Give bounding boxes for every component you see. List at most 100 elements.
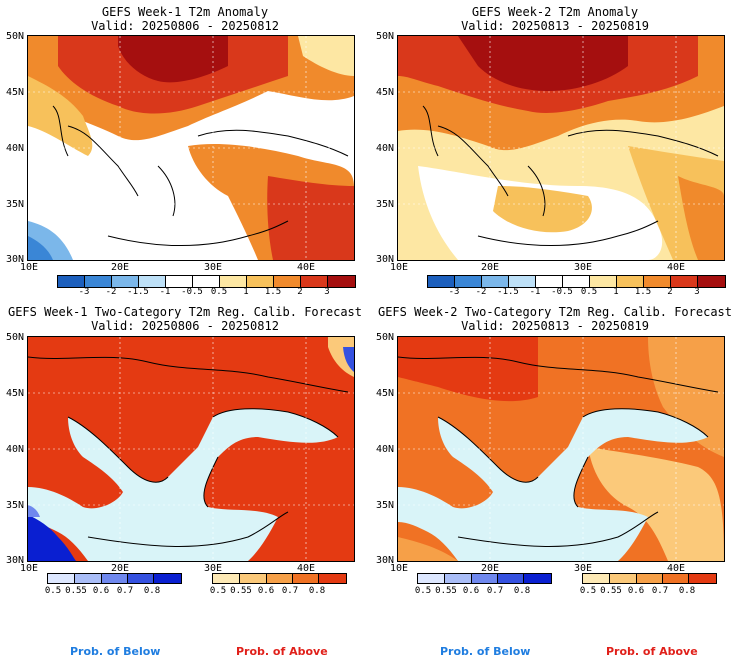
- anomaly-colorbar: [57, 275, 356, 288]
- lon-label: 30E: [203, 563, 223, 574]
- colorbar-label: 2: [297, 287, 303, 297]
- below-colorbar: [417, 573, 552, 584]
- prob-below-label: Prob. of Below: [440, 645, 531, 658]
- lat-label: 45N: [375, 87, 394, 98]
- below-colorbar: [47, 573, 182, 584]
- lat-label: 50N: [5, 332, 24, 343]
- below-colorbar-label: 0.55: [435, 586, 457, 596]
- panel-title: GEFS Week-2 T2m Anomaly: [471, 5, 639, 19]
- below-colorbar-label: 0.7: [116, 586, 134, 596]
- lat-label: 50N: [375, 31, 394, 42]
- colorbar-label: 0.5: [580, 287, 598, 297]
- lat-label: 40N: [5, 143, 24, 154]
- panel-week2-anomaly: GEFS Week-2 T2m Anomaly Valid: 20250813 …: [370, 0, 740, 300]
- lat-label: 50N: [375, 332, 394, 343]
- colorbar-label: 1: [243, 287, 249, 297]
- colorbar-label: 1.5: [634, 287, 652, 297]
- anomaly-field: [28, 36, 354, 260]
- lon-label: 40E: [296, 262, 316, 273]
- lon-label: 40E: [666, 563, 686, 574]
- panel-title: GEFS Week-2 Two-Category T2m Reg. Calib.…: [377, 305, 732, 319]
- lat-label: 40N: [5, 444, 24, 455]
- below-colorbar-label: 0.6: [92, 586, 110, 596]
- above-colorbar-label: 0.55: [230, 586, 252, 596]
- lat-label: 35N: [375, 500, 394, 511]
- lat-label: 30N: [5, 254, 24, 265]
- colorbar-label: 3: [324, 287, 330, 297]
- lat-label: 30N: [5, 555, 24, 566]
- panel-valid-dates: Valid: 20250813 - 20250819: [461, 19, 649, 33]
- lat-label: 35N: [5, 199, 24, 210]
- below-colorbar-label: 0.55: [65, 586, 87, 596]
- probability-field: [28, 337, 354, 561]
- lon-label: 10E: [19, 262, 39, 273]
- panel-week1-anomaly: GEFS Week-1 T2m Anomaly Valid: 20250806 …: [0, 0, 370, 300]
- lon-label: 20E: [110, 262, 130, 273]
- anomaly-field: [398, 36, 724, 260]
- lon-label: 10E: [19, 563, 39, 574]
- lon-label: 40E: [296, 563, 316, 574]
- lon-label: 20E: [110, 563, 130, 574]
- anomaly-map: [397, 35, 725, 261]
- above-colorbar-label: 0.5: [209, 586, 227, 596]
- lat-label: 50N: [5, 31, 24, 42]
- lon-label: 10E: [389, 262, 409, 273]
- colorbar-label: -0.5: [551, 287, 573, 297]
- lat-label: 35N: [5, 500, 24, 511]
- probability-map: [397, 336, 725, 562]
- below-colorbar-label: 0.7: [486, 586, 504, 596]
- colorbar-label: 1.5: [264, 287, 282, 297]
- below-colorbar-label: 0.8: [513, 586, 531, 596]
- below-colorbar-label: 0.8: [143, 586, 161, 596]
- panel-week2-two-category: GEFS Week-2 Two-Category T2m Reg. Calib.…: [370, 300, 740, 662]
- lon-label: 30E: [203, 262, 223, 273]
- above-colorbar-label: 0.7: [281, 586, 299, 596]
- lon-label: 30E: [573, 563, 593, 574]
- lat-label: 40N: [375, 143, 394, 154]
- probability-field: [398, 337, 724, 561]
- above-colorbar: [582, 573, 717, 584]
- lat-label: 30N: [375, 254, 394, 265]
- below-colorbar-label: 0.5: [44, 586, 62, 596]
- panel-week1-two-category: GEFS Week-1 Two-Category T2m Reg. Calib.…: [0, 300, 370, 662]
- colorbar-label: -0.5: [181, 287, 203, 297]
- panel-valid-dates: Valid: 20250806 - 20250812: [91, 19, 279, 33]
- lat-label: 30N: [375, 555, 394, 566]
- below-colorbar-label: 0.6: [462, 586, 480, 596]
- anomaly-map: [27, 35, 355, 261]
- below-colorbar-label: 0.5: [414, 586, 432, 596]
- colorbar-label: -1.5: [497, 287, 519, 297]
- probability-map: [27, 336, 355, 562]
- above-colorbar-label: 0.55: [600, 586, 622, 596]
- lat-label: 40N: [375, 444, 394, 455]
- colorbar-label: -3: [78, 287, 90, 297]
- colorbar-label: -1: [159, 287, 171, 297]
- panel-valid-dates: Valid: 20250806 - 20250812: [91, 319, 279, 333]
- prob-above-label: Prob. of Above: [606, 645, 698, 658]
- lat-label: 45N: [5, 87, 24, 98]
- colorbar-label: -1: [529, 287, 541, 297]
- colorbar-label: -1.5: [127, 287, 149, 297]
- prob-below-label: Prob. of Below: [70, 645, 161, 658]
- lat-label: 35N: [375, 199, 394, 210]
- lon-label: 20E: [480, 262, 500, 273]
- colorbar-label: 2: [667, 287, 673, 297]
- above-colorbar-label: 0.6: [257, 586, 275, 596]
- colorbar-label: -2: [105, 287, 117, 297]
- lon-label: 10E: [389, 563, 409, 574]
- lat-label: 45N: [375, 388, 394, 399]
- colorbar-label: 1: [613, 287, 619, 297]
- anomaly-colorbar: [427, 275, 726, 288]
- panel-valid-dates: Valid: 20250813 - 20250819: [461, 319, 649, 333]
- panel-title: GEFS Week-1 Two-Category T2m Reg. Calib.…: [7, 305, 362, 319]
- lon-label: 20E: [480, 563, 500, 574]
- lon-label: 30E: [573, 262, 593, 273]
- panel-title: GEFS Week-1 T2m Anomaly: [101, 5, 269, 19]
- prob-above-label: Prob. of Above: [236, 645, 328, 658]
- above-colorbar: [212, 573, 347, 584]
- above-colorbar-label: 0.8: [678, 586, 696, 596]
- colorbar-label: 0.5: [210, 287, 228, 297]
- above-colorbar-label: 0.8: [308, 586, 326, 596]
- above-colorbar-label: 0.5: [579, 586, 597, 596]
- colorbar-label: -3: [448, 287, 460, 297]
